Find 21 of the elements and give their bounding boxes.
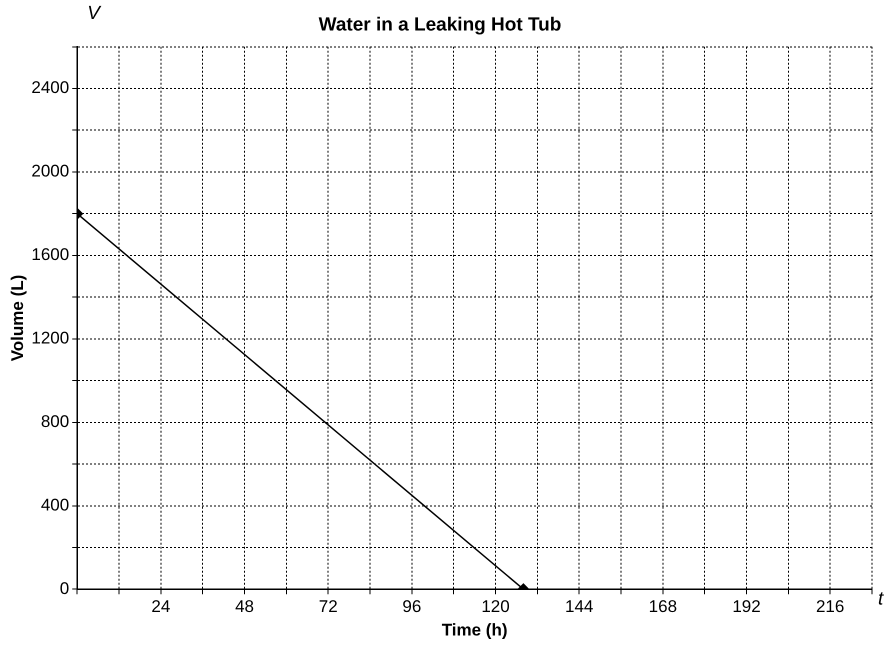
x-axis-title: Time (h) (442, 620, 508, 640)
x-tick-label: 144 (565, 597, 594, 616)
x-tick-label: 72 (318, 597, 338, 616)
y-tick-label: 1600 (31, 245, 70, 264)
x-tick-label: 24 (151, 597, 170, 616)
y-tick-label: 800 (40, 412, 70, 431)
chart-title: Water in a Leaking Hot Tub (318, 14, 562, 36)
x-tick-label: 168 (648, 597, 678, 616)
y-axis-title: Volume (L) (8, 274, 27, 362)
y-tick-label: 2000 (31, 162, 70, 181)
x-tick-label: 120 (481, 597, 510, 616)
x-tick-label: 48 (235, 597, 254, 616)
x-tick-label: 216 (816, 597, 844, 616)
text: t (878, 588, 884, 610)
y-tick-label: 400 (40, 495, 70, 514)
x-tick-label: 192 (732, 597, 761, 616)
text: V (87, 2, 102, 24)
y-tick-label: 0 (60, 578, 70, 598)
y-tick-label: 1200 (31, 328, 70, 348)
x-tick-label: 96 (402, 597, 422, 616)
y-tick-label: 2400 (31, 78, 70, 98)
